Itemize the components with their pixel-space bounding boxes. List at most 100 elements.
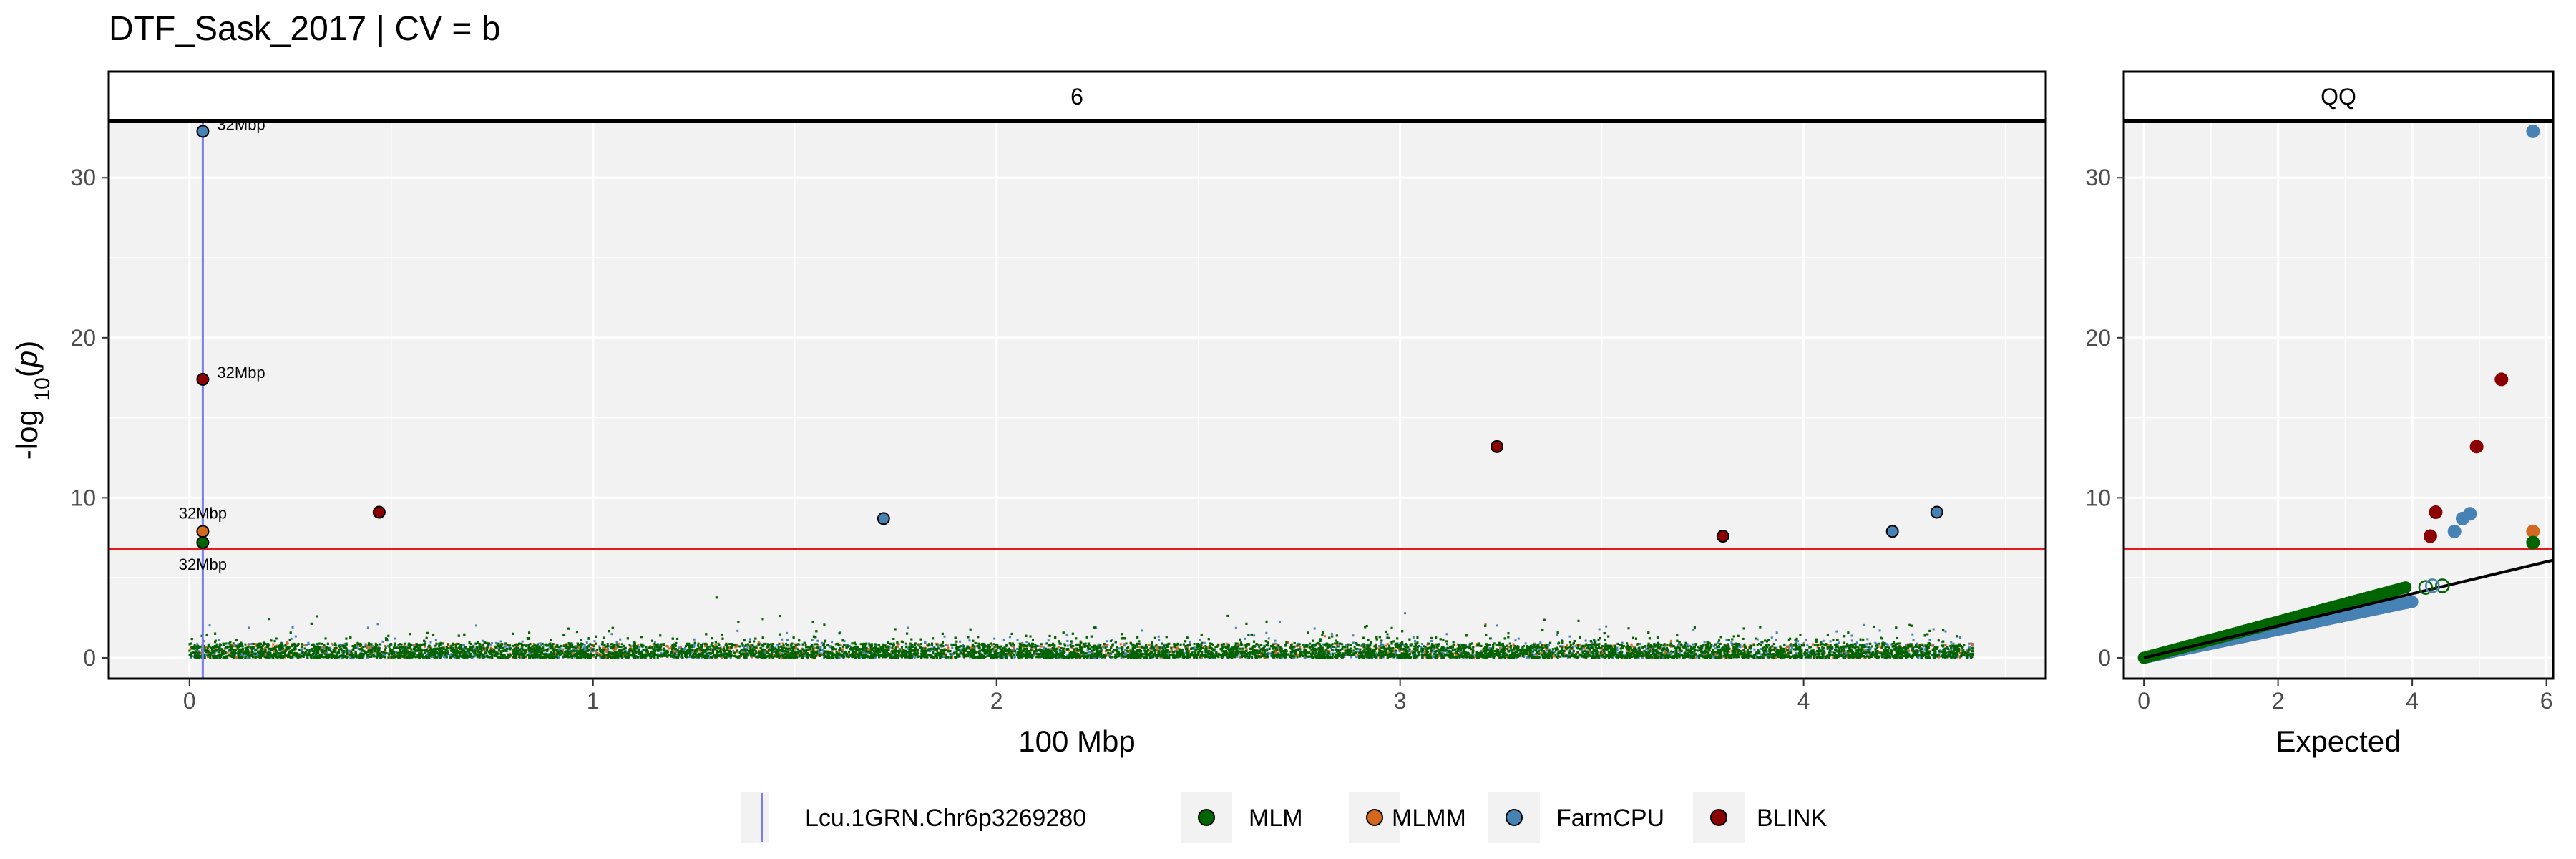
snp-dot <box>1912 639 1915 641</box>
snp-dot <box>576 649 579 651</box>
snp-dot <box>250 643 253 646</box>
snp-dot <box>1394 650 1397 653</box>
snp-dot <box>449 654 452 656</box>
snp-dot <box>1265 631 1268 634</box>
snp-dot <box>1382 643 1385 646</box>
snp-dot <box>1420 647 1423 650</box>
snp-dot <box>446 654 449 656</box>
snp-dot <box>450 653 453 656</box>
snp-dot <box>1167 651 1170 654</box>
snp-dot <box>1855 641 1858 644</box>
snp-dot <box>1964 654 1967 657</box>
snp-dot <box>746 646 749 649</box>
snp-dot <box>1688 656 1691 659</box>
snp-dot <box>1088 651 1091 654</box>
snp-dot <box>1711 655 1714 658</box>
snp-dot <box>1355 656 1357 659</box>
snp-dot <box>693 644 696 647</box>
snp-dot <box>615 646 618 649</box>
snp-dot <box>1184 651 1186 654</box>
snp-dot <box>263 649 265 652</box>
snp-dot <box>1440 651 1443 654</box>
snp-dot <box>1106 640 1108 643</box>
snp-dot <box>301 653 304 656</box>
snp-dot <box>781 638 784 641</box>
snp-dot <box>914 655 917 658</box>
snp-dot <box>723 654 726 657</box>
snp-dot <box>693 645 696 648</box>
snp-dot <box>1540 648 1543 651</box>
snp-dot <box>1834 647 1837 650</box>
snp-dot <box>263 648 266 651</box>
snp-dot <box>1313 627 1316 630</box>
snp-dot <box>1277 646 1280 649</box>
snp-dot <box>1611 656 1614 659</box>
snp-dot <box>197 653 200 656</box>
snp-dot <box>473 655 476 658</box>
snp-dot <box>559 646 562 649</box>
snp-dot <box>347 651 350 654</box>
snp-dot <box>1905 644 1908 646</box>
snp-dot <box>205 654 208 657</box>
snp-dot <box>1760 653 1763 656</box>
snp-dot <box>1594 652 1596 655</box>
snp-dot <box>1123 649 1126 651</box>
snp-dot <box>1797 640 1800 643</box>
snp-dot <box>589 651 592 654</box>
snp-dot <box>1539 641 1542 644</box>
snp-dot <box>1292 647 1295 650</box>
snp-dot <box>1755 654 1758 656</box>
snp-dot <box>736 629 739 632</box>
snp-dot <box>615 641 618 644</box>
snp-dot <box>583 644 586 646</box>
snp-dot <box>1739 644 1742 646</box>
snp-dot <box>1968 642 1971 645</box>
snp-dot <box>1123 652 1126 655</box>
snp-dot <box>1525 656 1528 659</box>
snp-dot <box>747 644 750 647</box>
snp-dot <box>862 651 864 654</box>
snp-dot <box>394 637 396 640</box>
snp-dot <box>1043 646 1045 649</box>
snp-dot <box>1950 648 1953 651</box>
snp-dot <box>844 644 847 646</box>
snp-dot <box>1382 656 1385 659</box>
snp-dot <box>822 651 825 654</box>
snp-dot <box>349 656 352 659</box>
snp-dot <box>942 655 945 658</box>
snp-dot <box>1414 652 1417 655</box>
snp-dot <box>1065 634 1068 636</box>
snp-dot <box>1790 646 1793 649</box>
snp-dot <box>282 645 285 648</box>
snp-dot <box>241 650 244 653</box>
snp-dot <box>573 656 576 659</box>
snp-dot <box>1645 647 1648 650</box>
snp-dot <box>1948 648 1951 651</box>
snp-dot <box>1923 648 1926 651</box>
snp-dot <box>1940 650 1943 653</box>
snp-dot <box>885 652 888 655</box>
snp-dot <box>1091 656 1094 659</box>
snp-dot <box>1158 639 1161 641</box>
snp-dot <box>1941 641 1943 644</box>
snp-dot <box>1721 649 1724 652</box>
snp-dot <box>1352 641 1355 644</box>
snp-dot <box>1120 656 1123 659</box>
snp-dot <box>1946 656 1949 659</box>
snp-dot <box>1329 654 1332 656</box>
snp-dot <box>997 654 1000 656</box>
snp-dot <box>840 649 843 651</box>
snp-dot <box>514 650 517 653</box>
snp-dot <box>660 651 663 654</box>
snp-dot <box>1039 654 1042 657</box>
snp-dot <box>1497 644 1500 646</box>
snp-dot <box>1345 654 1347 656</box>
snp-dot <box>1433 650 1435 653</box>
snp-dot <box>964 647 967 650</box>
snp-dot <box>635 656 638 659</box>
snp-dot <box>1687 652 1690 655</box>
snp-dot <box>1745 650 1748 653</box>
snp-dot <box>1274 639 1277 642</box>
snp-dot <box>470 656 473 659</box>
snp-dot <box>1616 649 1619 651</box>
